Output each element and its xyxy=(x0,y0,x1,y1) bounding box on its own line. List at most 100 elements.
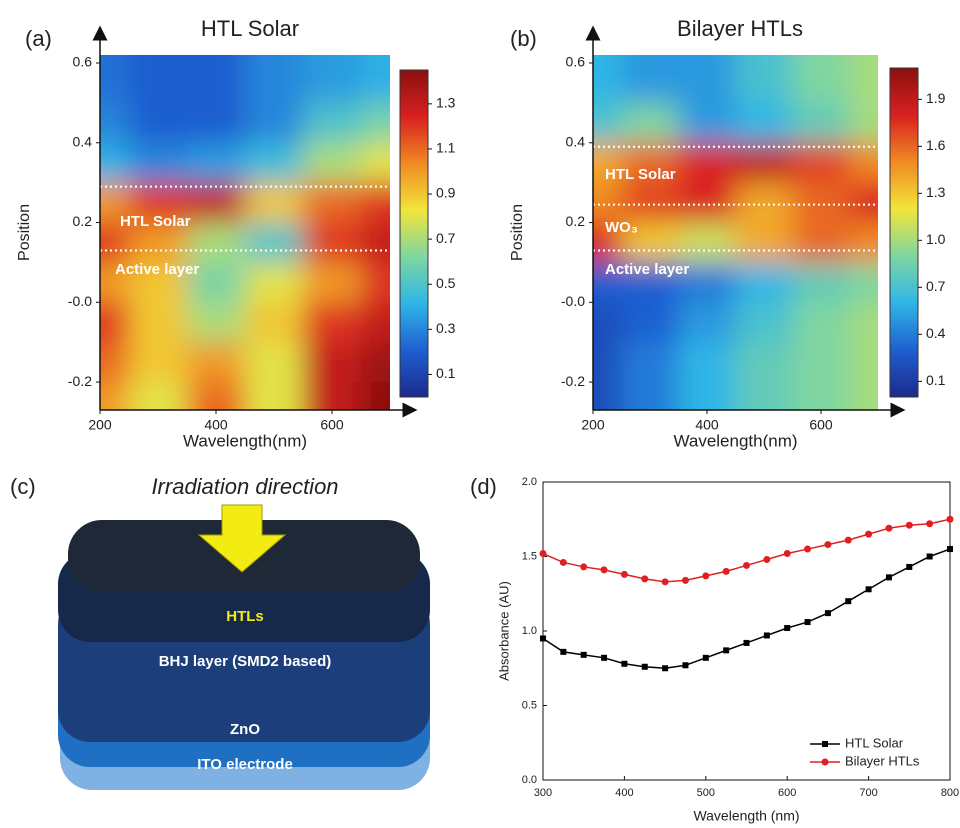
point xyxy=(926,520,933,527)
colorbar-tick-label: 0.1 xyxy=(926,372,946,388)
y-axis-label: Absorbance (AU) xyxy=(496,581,511,681)
heatmap-cell xyxy=(736,183,794,224)
heatmap-cell xyxy=(303,23,362,104)
colorbar-tick-label: 0.9 xyxy=(436,185,456,201)
y-tick-label: 0.4 xyxy=(73,133,93,149)
heatmap-cell xyxy=(245,262,304,303)
point xyxy=(601,566,608,573)
heatmap-cell xyxy=(129,23,188,104)
y-tick-label: -0.0 xyxy=(68,293,92,309)
point xyxy=(540,550,547,557)
x-axis-label: Wavelength(nm) xyxy=(673,431,797,450)
point xyxy=(621,571,628,578)
panel-label: (a) xyxy=(25,26,52,51)
annotation: Active layer xyxy=(605,261,689,278)
layer-label: ITO electrode xyxy=(197,756,293,773)
annotation: HTL Solar xyxy=(120,213,191,230)
point xyxy=(621,661,627,667)
point xyxy=(723,647,729,653)
heatmap-cell xyxy=(622,183,680,224)
heatmap-cell xyxy=(679,223,737,264)
point xyxy=(866,586,872,592)
x-tick-label: 600 xyxy=(320,417,344,433)
heatmap-cell xyxy=(679,342,737,383)
y-tick-label: 1.5 xyxy=(522,550,537,562)
heatmap-cell xyxy=(736,143,794,184)
point xyxy=(763,556,770,563)
y-tick-label: 0.6 xyxy=(73,54,93,70)
point xyxy=(682,662,688,668)
annotation: WO₃ xyxy=(605,219,638,236)
colorbar-tick-label: 0.4 xyxy=(926,325,946,341)
x-tick-label: 400 xyxy=(204,417,228,433)
heatmap-cell xyxy=(679,103,737,144)
heatmap-cell xyxy=(303,103,362,144)
figure: Irradiation direction HTLs BHJ layer (SM… xyxy=(0,0,960,828)
heatmap-cell xyxy=(303,262,362,303)
colorbar xyxy=(400,70,428,397)
colorbar-tick-label: 1.3 xyxy=(926,184,946,200)
heatmap-cell xyxy=(13,143,130,184)
colorbar-tick-label: 0.7 xyxy=(926,278,946,294)
annotation: Active layer xyxy=(115,261,199,278)
colorbar-tick-label: 1.9 xyxy=(926,90,946,106)
arrow-label: Irradiation direction xyxy=(151,474,338,499)
point xyxy=(601,655,607,661)
layer-label: ZnO xyxy=(230,721,260,738)
panel-label: (c) xyxy=(10,474,36,499)
heatmap-cell xyxy=(303,342,362,383)
legend-marker xyxy=(822,741,828,747)
point xyxy=(662,578,669,585)
x-axis-label: Wavelength (nm) xyxy=(693,808,799,824)
heatmap-cell xyxy=(679,143,737,184)
colorbar-tick-label: 0.5 xyxy=(436,275,456,291)
heatmap-cell xyxy=(793,183,851,224)
x-tick-label: 300 xyxy=(534,787,552,799)
heatmap-cell xyxy=(736,382,794,463)
panel-label: (b) xyxy=(510,26,537,51)
point xyxy=(886,574,892,580)
point xyxy=(825,610,831,616)
heatmap-cell xyxy=(622,342,680,383)
y-tick-label: 1.0 xyxy=(522,625,537,637)
heatmap-cell xyxy=(129,302,188,343)
heatmap-cell xyxy=(187,342,246,383)
point xyxy=(885,525,892,532)
legend-marker xyxy=(822,759,829,766)
heatmap-cell xyxy=(303,143,362,184)
legend-label: HTL Solar xyxy=(845,735,904,750)
point xyxy=(804,546,811,553)
heatmap-cell xyxy=(793,342,851,383)
heatmap-cell xyxy=(303,183,362,224)
panel-label: (d) xyxy=(470,474,497,499)
point xyxy=(845,537,852,544)
point xyxy=(682,577,689,584)
point xyxy=(560,649,566,655)
y-tick-label: -0.2 xyxy=(68,373,92,389)
heatmap-cell xyxy=(736,262,794,303)
point xyxy=(824,541,831,548)
heatmap-cell xyxy=(245,103,304,144)
heatmap-cell xyxy=(245,223,304,264)
heatmap-cell xyxy=(187,223,246,264)
heatmap-cell xyxy=(793,262,851,303)
heatmap-cell xyxy=(622,302,680,343)
x-tick-label: 800 xyxy=(941,787,959,799)
heatmap-cell xyxy=(622,23,680,104)
heatmap-cell xyxy=(793,223,851,264)
y-tick-label: -0.2 xyxy=(561,373,585,389)
y-tick-label: 0.2 xyxy=(566,213,586,229)
heatmap-cell xyxy=(13,382,130,463)
heatmap-cell xyxy=(736,103,794,144)
heatmap-cell xyxy=(679,302,737,343)
y-tick-label: -0.0 xyxy=(561,293,585,309)
heatmap-cell xyxy=(129,143,188,184)
x-tick-label: 400 xyxy=(615,787,633,799)
colorbar-tick-label: 1.1 xyxy=(436,140,456,156)
heatmap-cell xyxy=(793,302,851,343)
x-tick-label: 400 xyxy=(695,417,719,433)
heatmap-cell xyxy=(187,183,246,224)
x-tick-label: 600 xyxy=(778,787,796,799)
heatmap-cell xyxy=(187,143,246,184)
colorbar-tick-label: 0.7 xyxy=(436,230,456,246)
